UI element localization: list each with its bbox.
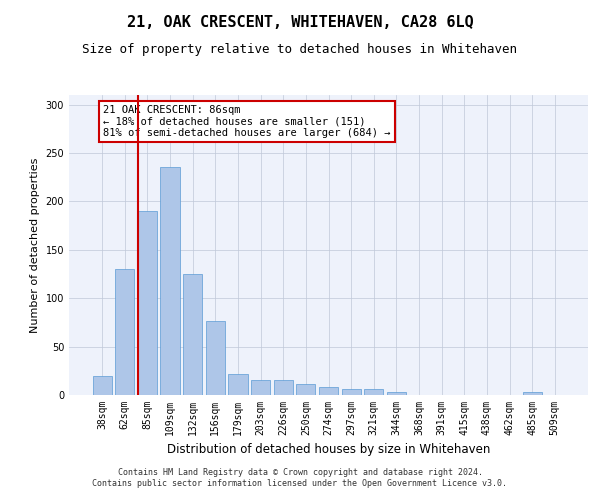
Y-axis label: Number of detached properties: Number of detached properties <box>30 158 40 332</box>
Text: 21 OAK CRESCENT: 86sqm
← 18% of detached houses are smaller (151)
81% of semi-de: 21 OAK CRESCENT: 86sqm ← 18% of detached… <box>103 104 391 138</box>
X-axis label: Distribution of detached houses by size in Whitehaven: Distribution of detached houses by size … <box>167 444 490 456</box>
Bar <box>138 211 157 395</box>
Bar <box>115 269 134 395</box>
Bar <box>364 389 383 395</box>
Bar <box>206 322 225 395</box>
Bar <box>296 384 316 395</box>
Bar <box>160 166 180 395</box>
Bar <box>183 274 202 395</box>
Text: 21, OAK CRESCENT, WHITEHAVEN, CA28 6LQ: 21, OAK CRESCENT, WHITEHAVEN, CA28 6LQ <box>127 15 473 30</box>
Bar <box>251 380 270 395</box>
Bar <box>387 392 406 395</box>
Bar <box>92 376 112 395</box>
Text: Contains HM Land Registry data © Crown copyright and database right 2024.
Contai: Contains HM Land Registry data © Crown c… <box>92 468 508 487</box>
Bar <box>229 374 248 395</box>
Text: Size of property relative to detached houses in Whitehaven: Size of property relative to detached ho… <box>83 42 517 56</box>
Bar <box>523 392 542 395</box>
Bar <box>341 389 361 395</box>
Bar <box>319 388 338 395</box>
Bar <box>274 380 293 395</box>
